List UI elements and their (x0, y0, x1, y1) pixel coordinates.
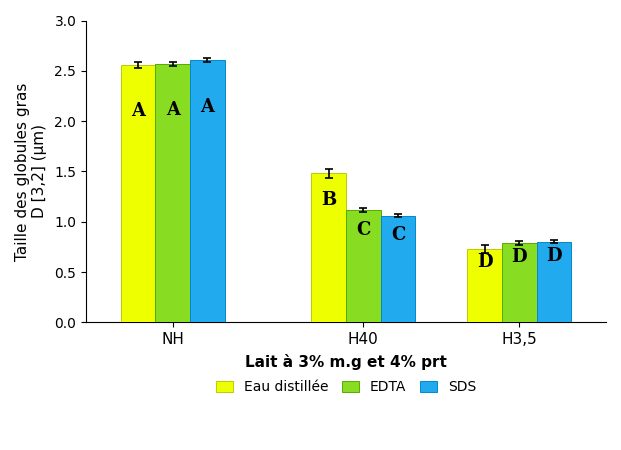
Bar (381, 216, 415, 322)
X-axis label: Lait à 3% m.g et 4% prt: Lait à 3% m.g et 4% prt (245, 354, 447, 370)
Text: A: A (166, 101, 179, 119)
Bar (537, 242, 571, 322)
Text: C: C (391, 226, 406, 244)
Y-axis label: Taille des globules gras
D [3,2] (μm): Taille des globules gras D [3,2] (μm) (15, 82, 47, 261)
Text: C: C (356, 221, 371, 239)
Text: A: A (201, 98, 214, 116)
Bar (190, 60, 225, 322)
Bar (155, 64, 190, 322)
Bar (502, 243, 537, 322)
Text: D: D (512, 248, 527, 266)
Bar (468, 249, 502, 322)
Text: D: D (477, 253, 492, 271)
Text: A: A (131, 102, 145, 120)
Text: B: B (321, 191, 337, 209)
Legend: Eau distillée, EDTA, SDS: Eau distillée, EDTA, SDS (211, 375, 482, 400)
Bar (311, 174, 346, 322)
Bar (346, 210, 381, 322)
Bar (120, 65, 155, 322)
Text: D: D (546, 248, 562, 266)
